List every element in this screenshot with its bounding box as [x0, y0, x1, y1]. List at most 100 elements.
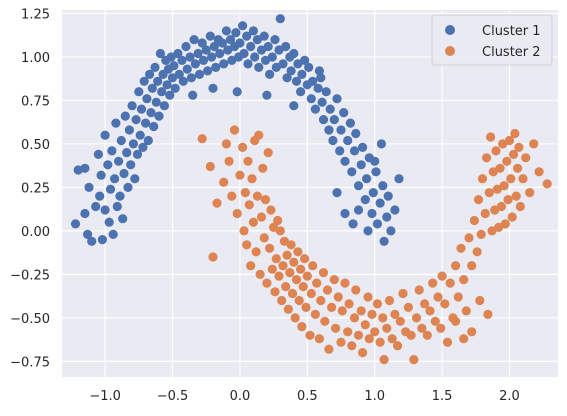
data-point [112, 201, 122, 212]
legend-label-cluster-1: Cluster 1 [482, 24, 541, 39]
data-point [128, 139, 138, 149]
data-point [277, 295, 287, 306]
data-point [254, 130, 264, 140]
data-point [297, 69, 307, 79]
series-cluster-2 [197, 125, 552, 365]
data-point [185, 52, 195, 62]
data-point [286, 66, 296, 76]
data-point [495, 163, 505, 173]
data-point [149, 121, 159, 132]
data-point [379, 236, 389, 246]
data-point [122, 148, 132, 158]
data-point [511, 191, 521, 201]
data-point [337, 306, 347, 316]
data-point [136, 104, 147, 114]
data-point [329, 275, 339, 285]
data-point [111, 118, 121, 128]
data-point [239, 48, 249, 59]
data-point [270, 287, 280, 297]
data-point [467, 261, 477, 271]
data-point [107, 146, 117, 156]
data-point [246, 261, 256, 271]
data-point [150, 62, 160, 72]
data-point [248, 217, 258, 227]
data-point [314, 66, 324, 76]
data-point [247, 174, 257, 184]
data-point [267, 52, 277, 62]
data-point [131, 115, 141, 125]
data-point [305, 330, 315, 340]
data-point [349, 146, 360, 156]
data-point [298, 282, 308, 292]
data-point [190, 59, 200, 69]
data-point [433, 292, 443, 302]
data-point [398, 288, 408, 299]
legend-marker-cluster-1 [445, 25, 455, 35]
data-point [422, 330, 432, 340]
data-point [335, 146, 345, 156]
data-point [472, 247, 482, 257]
data-point [529, 139, 539, 149]
data-point [91, 201, 101, 212]
data-point [313, 83, 323, 93]
data-point [159, 101, 169, 111]
data-point [134, 87, 144, 97]
data-point [273, 215, 283, 226]
data-point [308, 261, 318, 271]
data-point [193, 48, 203, 59]
x-tick-label: −1.0 [89, 389, 121, 404]
data-point [542, 179, 552, 189]
data-point [296, 87, 306, 97]
data-point [289, 257, 299, 267]
data-point [153, 76, 163, 86]
data-point [83, 229, 93, 239]
data-point [358, 142, 368, 152]
data-point [370, 156, 380, 166]
data-point [181, 41, 191, 52]
data-point [95, 191, 105, 201]
data-point [205, 161, 215, 172]
data-point [120, 111, 130, 121]
data-point [372, 219, 382, 229]
data-point [173, 48, 183, 59]
data-point [340, 208, 350, 219]
data-point [322, 285, 333, 295]
data-point [103, 160, 113, 170]
data-point [146, 108, 156, 118]
data-point [221, 139, 231, 149]
data-point [362, 174, 372, 184]
data-point [332, 94, 342, 104]
data-point [336, 125, 346, 135]
data-point [100, 205, 110, 215]
data-point [430, 316, 440, 326]
data-point [104, 217, 114, 227]
data-point [170, 83, 180, 93]
data-point [243, 59, 253, 69]
data-point [428, 278, 438, 288]
data-point [126, 160, 136, 170]
data-point [124, 125, 134, 135]
data-point [167, 73, 178, 83]
data-point [263, 148, 273, 158]
data-point [370, 327, 380, 337]
data-point [390, 205, 400, 215]
data-point [499, 181, 509, 191]
data-point [162, 80, 172, 90]
data-point [353, 205, 364, 215]
data-point [186, 73, 196, 83]
data-point [477, 174, 488, 184]
data-point [240, 188, 250, 198]
data-point [260, 55, 271, 65]
data-point [347, 167, 357, 177]
data-point [174, 69, 184, 79]
data-point [480, 208, 490, 219]
data-point [340, 278, 350, 288]
data-point [453, 292, 463, 302]
legend-box [431, 14, 553, 66]
data-point [340, 156, 350, 166]
data-points [70, 14, 552, 365]
data-point [155, 48, 165, 59]
data-point [379, 355, 389, 365]
data-point [347, 341, 357, 351]
data-point [242, 240, 252, 250]
